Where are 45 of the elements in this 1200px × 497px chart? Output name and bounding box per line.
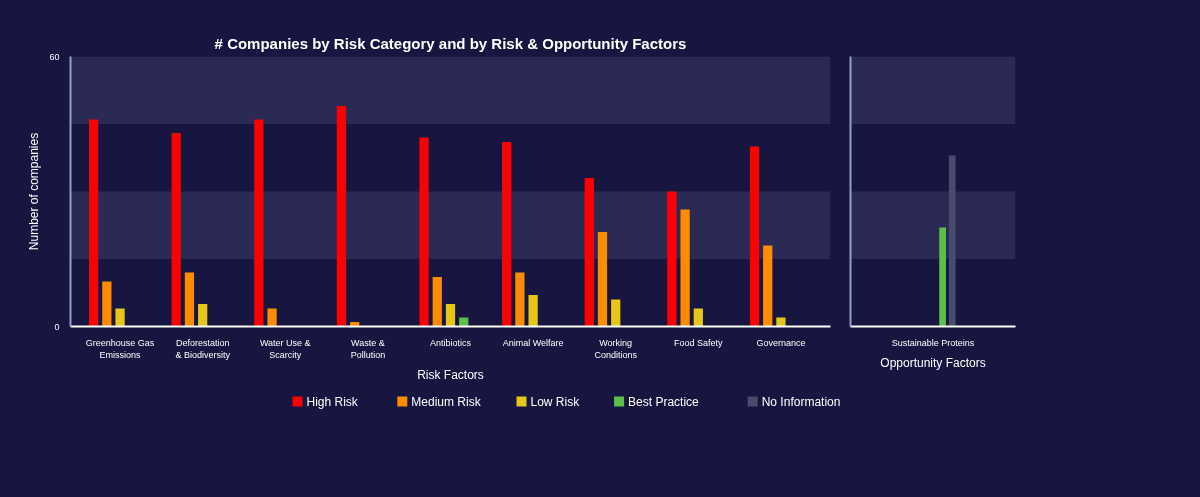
bar [611, 299, 621, 327]
bar [336, 106, 347, 327]
bar [198, 304, 208, 327]
bar [115, 308, 125, 327]
x-tick-label: Greenhouse Gas Emissions [85, 337, 155, 360]
bar [267, 308, 277, 327]
bar [693, 308, 703, 327]
y-axis-title: Number of companies [27, 132, 42, 251]
bar [445, 304, 456, 327]
bar [749, 146, 760, 327]
bar [776, 317, 786, 327]
bar [584, 178, 594, 327]
bar [680, 209, 690, 327]
bar [432, 277, 442, 327]
x-tick-label: Deforestation & Biodiversity [175, 337, 231, 360]
chart-title: # Companies by Risk Category and by Risk & Opportunity Factors [214, 34, 687, 52]
legend-label: Low Risk [530, 394, 581, 409]
x-axis-title: Opportunity Factors [880, 355, 986, 370]
bar [102, 281, 112, 327]
bar [419, 137, 429, 327]
bar [502, 142, 512, 327]
bar [515, 272, 525, 327]
x-tick-label: Animal Welfare [502, 337, 564, 348]
bar [89, 119, 99, 327]
x-tick-label: Water Use & Scarcity [259, 337, 311, 360]
x-tick-label: Waste & Pollution [350, 337, 386, 360]
bar [597, 232, 608, 327]
legend-label: Medium Risk [411, 394, 482, 409]
bar [171, 133, 181, 327]
x-tick-label: Governance [756, 337, 806, 348]
bar [763, 245, 773, 327]
x-axis-title: Risk Factors [417, 367, 484, 382]
x-tick-label: Working Conditions [594, 337, 638, 360]
legend-label: High Risk [306, 394, 359, 409]
x-tick-label: Sustainable Proteins [891, 337, 975, 348]
y-tick-label: 0 [54, 321, 60, 332]
x-tick-label: Antibiotics [429, 337, 472, 348]
bar [184, 272, 195, 327]
legend-label: No Information [761, 394, 841, 409]
bar [667, 191, 677, 327]
legend-label: Best Practice [628, 394, 700, 409]
y-tick-label: 60 [49, 51, 60, 62]
bar [528, 295, 538, 327]
bar [254, 119, 264, 327]
x-tick-label: Food Safety [674, 337, 724, 348]
